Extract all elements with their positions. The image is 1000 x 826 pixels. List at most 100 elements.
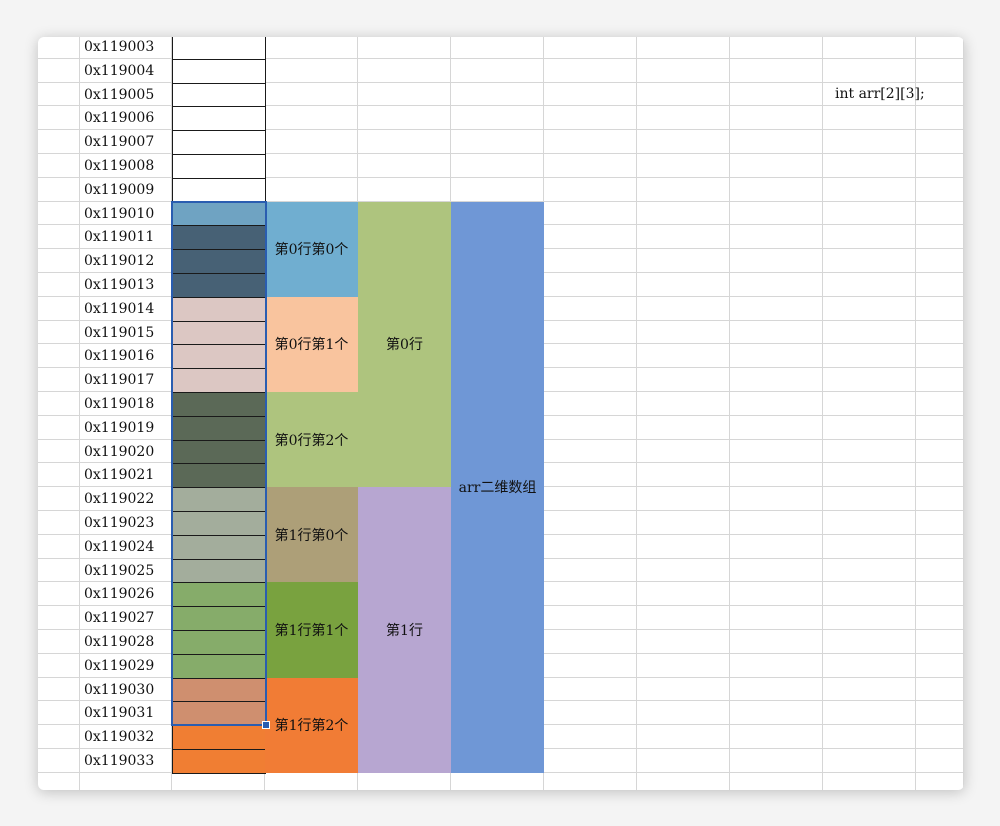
grid-cell[interactable] bbox=[637, 606, 730, 630]
grid-cell[interactable] bbox=[730, 749, 823, 773]
memory-byte-cell[interactable] bbox=[172, 130, 266, 155]
grid-cell[interactable] bbox=[265, 106, 358, 131]
grid-cell[interactable] bbox=[730, 296, 823, 321]
grid-cell[interactable] bbox=[358, 106, 451, 131]
grid-cell[interactable] bbox=[823, 439, 916, 464]
grid-cell[interactable] bbox=[916, 439, 964, 464]
grid-cell[interactable] bbox=[637, 154, 730, 178]
grid-cell[interactable] bbox=[823, 749, 916, 773]
grid-cell[interactable] bbox=[38, 511, 80, 535]
grid-cell[interactable] bbox=[80, 772, 172, 790]
grid-cell[interactable] bbox=[38, 630, 80, 654]
grid-cell[interactable] bbox=[637, 296, 730, 321]
address-label[interactable]: 0x119019 bbox=[84, 419, 155, 436]
grid-cell[interactable] bbox=[637, 463, 730, 488]
grid-cell[interactable] bbox=[823, 58, 916, 83]
grid-cell[interactable] bbox=[637, 225, 730, 250]
memory-byte-cell[interactable] bbox=[172, 249, 266, 274]
grid-cell[interactable] bbox=[823, 154, 916, 178]
grid-cell[interactable] bbox=[637, 177, 730, 202]
memory-byte-cell[interactable] bbox=[172, 177, 266, 203]
address-label[interactable]: 0x119033 bbox=[84, 753, 155, 769]
grid-cell[interactable] bbox=[637, 249, 730, 273]
grid-cell[interactable] bbox=[730, 344, 823, 369]
grid-cell[interactable] bbox=[730, 772, 823, 790]
memory-byte-cell[interactable] bbox=[172, 725, 266, 750]
grid-cell[interactable] bbox=[38, 320, 80, 345]
grid-cell[interactable] bbox=[38, 463, 80, 488]
grid-cell[interactable] bbox=[451, 37, 544, 59]
memory-byte-cell[interactable] bbox=[172, 701, 266, 727]
grid-cell[interactable] bbox=[80, 177, 172, 202]
grid-cell[interactable] bbox=[823, 368, 916, 392]
grid-cell[interactable] bbox=[544, 177, 637, 202]
grid-cell[interactable] bbox=[637, 677, 730, 702]
grid-cell[interactable] bbox=[916, 344, 964, 369]
grid-cell[interactable] bbox=[637, 630, 730, 654]
grid-cell[interactable] bbox=[637, 58, 730, 83]
grid-cell[interactable] bbox=[730, 58, 823, 83]
memory-byte-cell[interactable] bbox=[172, 154, 266, 179]
grid-cell[interactable] bbox=[637, 487, 730, 511]
grid-cell[interactable] bbox=[544, 653, 637, 678]
grid-cell[interactable] bbox=[544, 273, 637, 297]
grid-cell[interactable] bbox=[730, 487, 823, 511]
grid-cell[interactable] bbox=[358, 772, 451, 790]
row-block-label[interactable]: 第1行 bbox=[358, 487, 451, 773]
address-label[interactable]: 0x119022 bbox=[84, 491, 155, 508]
address-label[interactable]: 0x119011 bbox=[84, 229, 155, 246]
grid-cell[interactable] bbox=[916, 630, 964, 654]
address-label[interactable]: 0x119032 bbox=[84, 729, 155, 746]
grid-cell[interactable] bbox=[637, 749, 730, 773]
memory-byte-cell[interactable] bbox=[172, 82, 266, 108]
grid-cell[interactable] bbox=[730, 534, 823, 559]
grid-cell[interactable] bbox=[451, 58, 544, 83]
grid-cell[interactable] bbox=[730, 154, 823, 178]
grid-cell[interactable] bbox=[38, 534, 80, 559]
grid-cell[interactable] bbox=[544, 630, 637, 654]
address-label[interactable]: 0x119027 bbox=[84, 610, 155, 627]
grid-cell[interactable] bbox=[916, 463, 964, 488]
grid-cell[interactable] bbox=[358, 37, 451, 59]
grid-cell[interactable] bbox=[38, 415, 80, 440]
grid-cell[interactable] bbox=[916, 249, 964, 273]
grid-cell[interactable] bbox=[823, 534, 916, 559]
address-label[interactable]: 0x119012 bbox=[84, 253, 155, 270]
grid-cell[interactable] bbox=[544, 677, 637, 702]
grid-cell[interactable] bbox=[544, 201, 637, 226]
address-label[interactable]: 0x119005 bbox=[84, 86, 155, 103]
memory-byte-cell[interactable] bbox=[172, 749, 266, 774]
grid-cell[interactable] bbox=[730, 392, 823, 416]
grid-cell[interactable] bbox=[916, 487, 964, 511]
grid-cell[interactable] bbox=[730, 106, 823, 131]
grid-cell[interactable] bbox=[544, 558, 637, 583]
grid-cell[interactable] bbox=[637, 701, 730, 726]
address-label[interactable]: 0x119018 bbox=[84, 396, 155, 412]
grid-cell[interactable] bbox=[544, 511, 637, 535]
address-label[interactable]: 0x119003 bbox=[84, 39, 155, 55]
grid-cell[interactable] bbox=[730, 653, 823, 678]
grid-cell[interactable] bbox=[544, 725, 637, 749]
grid-cell[interactable] bbox=[637, 130, 730, 154]
address-label[interactable]: 0x119004 bbox=[84, 62, 155, 79]
address-label[interactable]: 0x119015 bbox=[84, 324, 155, 341]
grid-cell[interactable] bbox=[916, 511, 964, 535]
address-label[interactable]: 0x119006 bbox=[84, 110, 155, 127]
grid-cell[interactable] bbox=[916, 534, 964, 559]
grid-cell[interactable] bbox=[823, 582, 916, 607]
grid-cell[interactable] bbox=[358, 177, 451, 202]
grid-cell[interactable] bbox=[544, 106, 637, 131]
grid-cell[interactable] bbox=[265, 82, 358, 107]
fill-handle[interactable] bbox=[262, 721, 270, 730]
grid-cell[interactable] bbox=[544, 37, 637, 59]
grid-cell[interactable] bbox=[38, 225, 80, 250]
grid-cell[interactable] bbox=[38, 653, 80, 678]
grid-cell[interactable] bbox=[730, 320, 823, 345]
grid-cell[interactable] bbox=[916, 296, 964, 321]
grid-cell[interactable] bbox=[544, 463, 637, 488]
grid-cell[interactable] bbox=[916, 725, 964, 749]
grid-cell[interactable] bbox=[358, 58, 451, 83]
grid-cell[interactable] bbox=[637, 273, 730, 297]
grid-cell[interactable] bbox=[637, 582, 730, 607]
grid-cell[interactable] bbox=[637, 368, 730, 392]
